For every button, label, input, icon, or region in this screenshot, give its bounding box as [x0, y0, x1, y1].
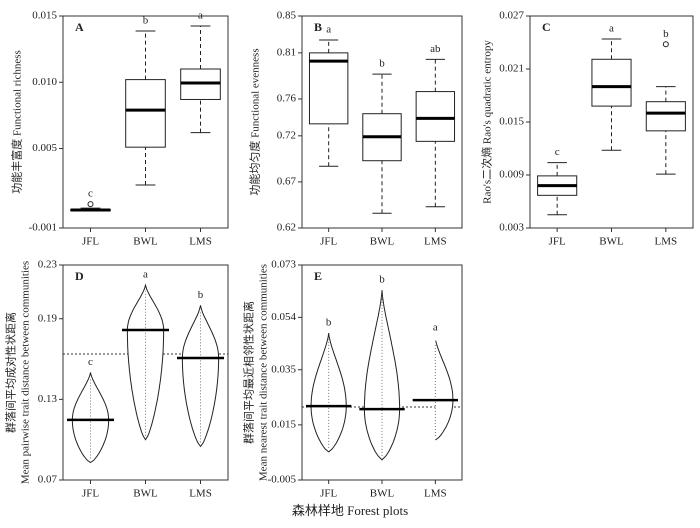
- y-tick-label: 0.005: [32, 142, 57, 154]
- y-tick-label: 0.23: [38, 259, 58, 271]
- box: [415, 91, 456, 142]
- y-axis-title: Mean pairwise trait distance between com…: [20, 261, 32, 484]
- y-tick-label: 0.035: [271, 363, 296, 375]
- y-axis-title: 群落间平均成对性状距离: [4, 312, 18, 433]
- panel-label: A: [75, 20, 84, 34]
- box: [645, 101, 686, 132]
- y-tick-label: 0.72: [277, 129, 296, 141]
- y-tick-label: 0.021: [499, 63, 524, 75]
- outlier: [662, 41, 669, 48]
- y-tick-label: 0.19: [38, 312, 58, 324]
- y-tick-label: 0.015: [32, 10, 57, 22]
- y-axis-title: 功能均匀度 Functional evenness: [248, 48, 262, 195]
- x-tick-label: BWL: [599, 236, 624, 248]
- violin: [126, 283, 165, 441]
- panel-label: C: [542, 20, 551, 34]
- significance-letter: a: [198, 9, 203, 21]
- y-tick-label: -0.005: [268, 474, 297, 486]
- y-tick-label: 0.76: [277, 92, 297, 104]
- x-tick-label: JFL: [549, 236, 566, 248]
- x-tick-label: JFL: [320, 488, 337, 500]
- y-axis-title: 功能丰富度 Functional richness: [10, 50, 24, 194]
- y-tick-label: 0.07: [38, 474, 58, 486]
- violin: [71, 372, 110, 464]
- y-tick-label: 0.010: [32, 76, 57, 88]
- panel-label: E: [314, 269, 322, 283]
- y-tick-label: 0.073: [271, 259, 296, 271]
- significance-letter: a: [143, 269, 148, 281]
- x-tick-label: LMS: [189, 488, 212, 500]
- y-tick-label: 0.67: [277, 175, 297, 187]
- y-tick-label: 0.015: [271, 418, 296, 430]
- significance-letter: a: [433, 322, 438, 334]
- y-tick-label: 0.015: [499, 116, 524, 128]
- y-tick-label: 0.009: [499, 169, 524, 181]
- x-tick-label: BWL: [370, 236, 395, 248]
- significance-letter: b: [379, 274, 385, 286]
- x-tick-label: BWL: [133, 236, 158, 248]
- x-tick-label: LMS: [189, 236, 212, 248]
- outlier: [87, 201, 94, 208]
- x-axis-title: 森林样地 Forest plots: [292, 503, 408, 518]
- violin: [435, 340, 454, 441]
- box: [125, 79, 166, 148]
- y-tick-label: 0.85: [277, 10, 297, 22]
- x-tick-label: LMS: [424, 236, 447, 248]
- y-tick-label: 0.13: [38, 393, 58, 405]
- y-tick-label: 0.027: [499, 10, 524, 22]
- violin: [363, 290, 401, 461]
- significance-letter: b: [143, 15, 149, 27]
- x-tick-label: JFL: [82, 488, 99, 500]
- significance-letter: c: [88, 356, 93, 368]
- y-tick-label: 0.054: [271, 311, 296, 323]
- panel-label: B: [314, 20, 322, 34]
- y-tick-label: 0.003: [499, 222, 524, 234]
- significance-letter: b: [198, 289, 204, 301]
- violin: [310, 333, 347, 453]
- significance-letter: b: [379, 58, 385, 70]
- significance-letter: c: [88, 188, 93, 200]
- significance-letter: b: [326, 317, 332, 329]
- significance-letter: ab: [430, 43, 441, 55]
- y-tick-label: 0.62: [277, 222, 296, 234]
- significance-letter: a: [609, 22, 614, 34]
- significance-letter: b: [663, 28, 669, 40]
- y-axis-title: 群落间平均最近相邻性状距离: [242, 301, 256, 444]
- significance-letter: c: [555, 146, 560, 158]
- x-tick-label: LMS: [655, 236, 678, 248]
- x-tick-label: BWL: [370, 488, 395, 500]
- x-tick-label: BWL: [133, 488, 158, 500]
- x-tick-label: JFL: [320, 236, 337, 248]
- y-axis-title: Mean nearest trait distance between comm…: [258, 264, 270, 481]
- box: [308, 52, 349, 125]
- y-tick-label: 0.81: [277, 46, 296, 58]
- y-tick-label: -0.001: [29, 222, 57, 234]
- box: [591, 58, 632, 107]
- x-tick-label: JFL: [82, 236, 99, 248]
- x-tick-label: LMS: [424, 488, 447, 500]
- panel-label: D: [75, 269, 84, 283]
- significance-letter: a: [326, 23, 331, 35]
- y-axis-title: Rao's二次熵 Rao's quadratic entropy: [480, 40, 494, 204]
